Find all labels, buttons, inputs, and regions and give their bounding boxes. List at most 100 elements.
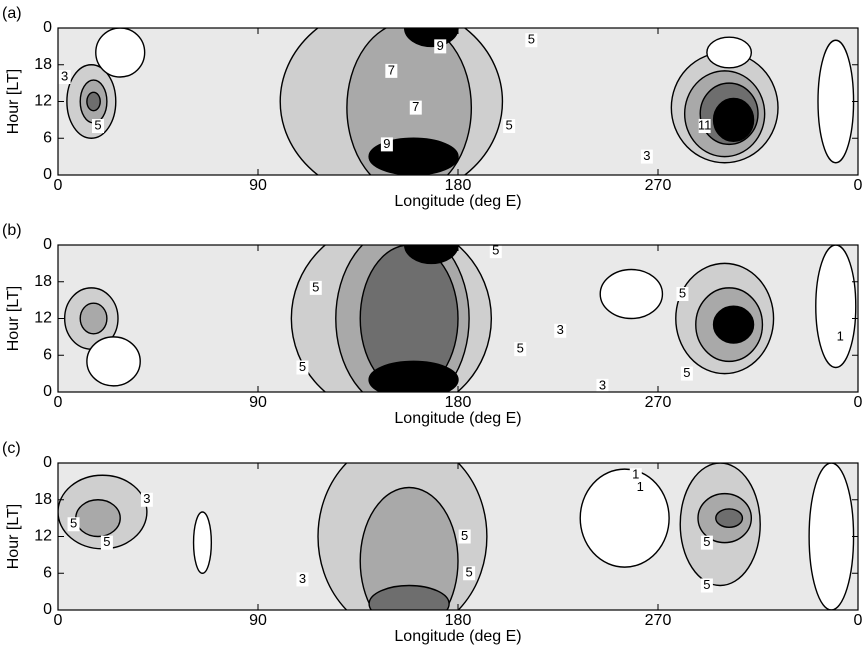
x-tick-label: 90	[249, 612, 267, 629]
contour-label-bg	[698, 119, 711, 133]
contour-label-bg	[458, 529, 471, 544]
contour-label: 1	[837, 328, 844, 343]
contour-region	[86, 91, 101, 112]
contour-label: 9	[383, 136, 390, 151]
contour-label: 5	[312, 279, 319, 294]
contour-region	[817, 39, 855, 164]
contour-region	[706, 36, 753, 69]
contour-label-bg	[525, 33, 538, 48]
contour-region	[368, 360, 459, 392]
contour-label-bg	[380, 137, 393, 152]
contour-label-bg	[92, 119, 104, 133]
contour-label-bg	[640, 149, 653, 164]
contour-label: 5	[492, 243, 499, 258]
y-tick-label: 0	[43, 383, 52, 400]
x-tick-label: 270	[645, 177, 672, 194]
contour-region	[712, 305, 755, 344]
y-axis-label: Hour [LT]	[5, 504, 22, 570]
y-tick-label: 6	[43, 346, 52, 363]
contour-region	[86, 336, 141, 387]
contour-label: 5	[465, 565, 472, 580]
y-axis-label: Hour [LT]	[5, 69, 22, 135]
contour-region	[599, 268, 664, 320]
contour-label: 3	[61, 68, 68, 83]
contour-label: 5	[461, 528, 468, 543]
y-tick-label: 12	[34, 93, 52, 110]
contour-label: 3	[599, 377, 606, 392]
y-tick-label: 18	[34, 491, 52, 508]
contour-label-bg	[67, 517, 80, 532]
contour-label: 5	[703, 577, 710, 592]
contour-region	[815, 245, 857, 369]
x-tick-label: 180	[445, 612, 472, 629]
y-tick-label: 0	[43, 19, 52, 36]
x-tick-label: 90	[249, 394, 267, 411]
contour-label-bg	[489, 245, 502, 259]
x-tick-label: 90	[249, 177, 267, 194]
contour-label: 5	[517, 341, 524, 356]
y-tick-label: 0	[43, 601, 52, 618]
x-tick-label: 270	[645, 612, 672, 629]
plot-area: 9 7 7 9 5 5 3 5 11 3	[58, 28, 858, 175]
contour-label: 7	[388, 62, 395, 77]
contour-region	[403, 245, 459, 265]
contour-label: 11	[698, 117, 712, 132]
contour-label-bg	[554, 323, 567, 338]
y-tick-label: 6	[43, 564, 52, 581]
x-tick-label: 0	[54, 394, 63, 411]
x-tick-label: 0	[854, 612, 863, 629]
contour-label: 5	[103, 534, 110, 549]
contour-label-bg	[834, 329, 847, 344]
y-tick-label: 0	[43, 236, 52, 253]
contour-label: 5	[703, 534, 710, 549]
contour-label-bg	[296, 360, 309, 375]
x-tick-label: 270	[645, 394, 672, 411]
plot-area: 3 5 5 3 5 5 11 5 5	[58, 463, 858, 610]
y-tick-label: 6	[43, 129, 52, 146]
x-tick-label: 0	[854, 177, 863, 194]
contour-label-bg	[680, 366, 693, 381]
contour-label-bg	[700, 578, 713, 593]
contour-label: 3	[299, 571, 306, 586]
contour-label: 5	[70, 516, 77, 531]
contour-region	[359, 245, 459, 392]
y-axis-label: Hour [LT]	[5, 286, 22, 352]
plot-area: 5 5 5 5 3 3 5 5 1	[58, 243, 858, 392]
contour-label-bg	[100, 535, 113, 550]
contour-label-bg	[296, 572, 309, 587]
contour-region	[79, 302, 108, 335]
contour-label: 5	[679, 285, 686, 300]
contour-region	[368, 584, 450, 610]
y-tick-label: 0	[43, 454, 52, 471]
contour-label-bg	[700, 535, 713, 550]
contour-label-bg	[676, 287, 689, 301]
contour-label: 3	[143, 491, 150, 506]
contour-label-bg	[503, 119, 516, 133]
contour-label: 3	[643, 148, 650, 163]
contour-region	[715, 508, 744, 529]
x-axis-label: Longitude (deg E)	[394, 628, 521, 645]
y-tick-label: 12	[34, 528, 52, 545]
contour-label: 5	[683, 365, 690, 380]
panel-label: (a)	[2, 5, 22, 22]
x-tick-label: 0	[854, 394, 863, 411]
contour-region	[95, 28, 146, 78]
contour-label-bg	[514, 342, 527, 357]
contour-label: 1	[632, 467, 639, 482]
contour-label-bg	[58, 70, 71, 84]
contour-region	[75, 499, 121, 538]
contour-label-bg	[409, 100, 422, 115]
contour-label: 5	[94, 117, 101, 132]
x-tick-label: 180	[445, 394, 472, 411]
contour-region	[712, 97, 755, 143]
contour-label-bg	[463, 566, 476, 581]
x-tick-label: 0	[54, 612, 63, 629]
y-tick-label: 18	[34, 56, 52, 73]
contour-region	[579, 468, 670, 568]
panel-label: (c)	[2, 440, 21, 457]
contour-region	[808, 463, 855, 610]
contour-label-bg	[385, 63, 398, 78]
contour-label: 5	[505, 117, 512, 132]
contour-label-bg	[434, 39, 447, 54]
